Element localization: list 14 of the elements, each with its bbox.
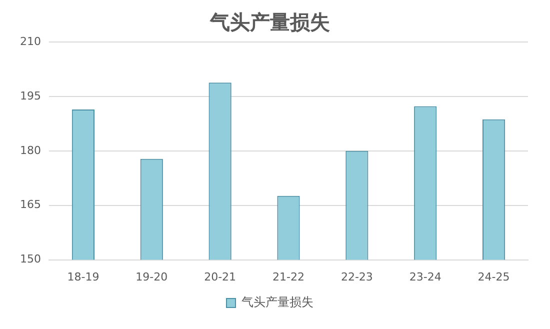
legend-label: 气头产量损失 bbox=[242, 295, 314, 310]
x-tick-label: 22-23 bbox=[340, 270, 373, 284]
x-tick-label: 24-25 bbox=[478, 270, 510, 284]
x-tick-label: 21-22 bbox=[272, 270, 304, 284]
x-tick-label: 18-19 bbox=[67, 270, 100, 284]
y-tick-label: 210 bbox=[20, 34, 41, 48]
y-tick-label: 195 bbox=[20, 89, 41, 102]
x-tick-label: 23-24 bbox=[409, 270, 442, 284]
y-tick-label: 150 bbox=[20, 252, 41, 266]
x-tick-label: 20-21 bbox=[204, 270, 236, 284]
x-tick-label: 19-20 bbox=[136, 270, 168, 284]
chart-title: 气头产量损失 bbox=[209, 10, 330, 34]
y-tick-label: 165 bbox=[20, 198, 41, 212]
y-tick-label: 180 bbox=[20, 144, 41, 157]
